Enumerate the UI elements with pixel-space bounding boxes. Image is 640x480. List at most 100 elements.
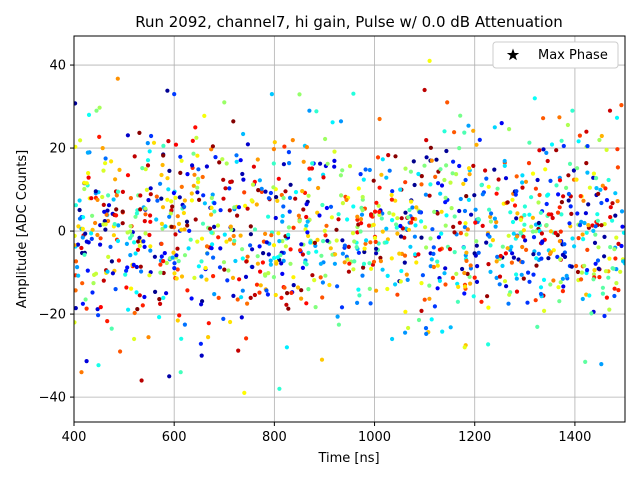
- scatter-point: [351, 204, 356, 209]
- scatter-point: [551, 278, 556, 283]
- scatter-point: [152, 254, 157, 259]
- scatter-point: [371, 178, 376, 183]
- scatter-point: [603, 269, 609, 274]
- scatter-point: [364, 238, 369, 243]
- scatter-point: [111, 233, 116, 238]
- scatter-point: [514, 216, 519, 221]
- scatter-point: [384, 175, 389, 180]
- scatter-point: [494, 275, 499, 280]
- scatter-point: [435, 259, 440, 264]
- scatter-point: [209, 195, 214, 201]
- scatter-point: [332, 261, 337, 266]
- scatter-point: [146, 335, 151, 340]
- scatter-point: [103, 227, 108, 232]
- scatter-point: [148, 213, 153, 218]
- scatter-point: [161, 143, 166, 148]
- scatter-point: [486, 262, 491, 267]
- scatter-point: [340, 251, 345, 256]
- scatter-point: [202, 113, 207, 118]
- scatter-point: [204, 277, 209, 282]
- scatter-point: [74, 259, 79, 264]
- scatter-point: [409, 220, 414, 225]
- scatter-point: [428, 145, 433, 150]
- scatter-point: [596, 266, 601, 271]
- scatter-point: [161, 259, 166, 264]
- scatter-point: [541, 116, 546, 121]
- scatter-point: [429, 158, 434, 163]
- scatter-point: [575, 166, 580, 171]
- scatter-point: [332, 158, 337, 163]
- scatter-point: [514, 289, 520, 294]
- scatter-point: [585, 247, 590, 252]
- scatter-point: [416, 171, 421, 177]
- scatter-point: [350, 231, 356, 236]
- x-axis-label: Time [ns]: [317, 451, 379, 466]
- scatter-point: [125, 173, 131, 178]
- scatter-point: [412, 234, 417, 239]
- scatter-point: [442, 177, 447, 183]
- scatter-point: [258, 283, 263, 288]
- scatter-point: [185, 172, 190, 177]
- scatter-point: [335, 284, 340, 289]
- scatter-point: [304, 223, 309, 228]
- scatter-point: [602, 254, 607, 259]
- scatter-point: [500, 263, 505, 268]
- scatter-point: [551, 248, 556, 253]
- scatter-point: [549, 142, 555, 147]
- scatter-point: [570, 236, 575, 241]
- scatter-point: [514, 276, 519, 281]
- scatter-point: [555, 254, 560, 259]
- scatter-point: [566, 191, 572, 197]
- scatter-point: [301, 207, 306, 212]
- scatter-point: [560, 289, 566, 294]
- scatter-point: [168, 211, 173, 216]
- scatter-point: [380, 229, 385, 234]
- scatter-point: [515, 211, 520, 216]
- scatter-point: [227, 208, 232, 213]
- scatter-point: [395, 216, 400, 221]
- scatter-point: [255, 261, 260, 266]
- scatter-point: [196, 176, 201, 181]
- scatter-point: [90, 290, 95, 295]
- scatter-point: [463, 177, 468, 183]
- scatter-point: [250, 264, 255, 270]
- scatter-point: [271, 161, 276, 166]
- scatter-point: [167, 168, 172, 173]
- scatter-point: [570, 108, 575, 113]
- scatter-point: [154, 217, 159, 222]
- scatter-point: [419, 174, 424, 179]
- scatter-point: [240, 288, 245, 293]
- scatter-point: [160, 162, 165, 168]
- scatter-point: [271, 147, 276, 152]
- scatter-point: [416, 252, 421, 257]
- scatter-point: [419, 182, 424, 187]
- scatter-point: [204, 164, 209, 169]
- scatter-point: [240, 171, 245, 177]
- scatter-point: [443, 223, 448, 228]
- scatter-point: [424, 138, 429, 143]
- scatter-point: [210, 242, 215, 247]
- scatter-point: [248, 224, 253, 229]
- scatter-point: [440, 329, 445, 334]
- scatter-point: [374, 251, 379, 256]
- scatter-point: [248, 243, 253, 248]
- scatter-point: [159, 172, 164, 178]
- scatter-point: [411, 159, 416, 164]
- scatter-point: [424, 155, 429, 160]
- scatter-point: [340, 238, 345, 243]
- scatter-point: [374, 288, 379, 293]
- scatter-point: [257, 178, 262, 183]
- scatter-point: [437, 247, 442, 252]
- scatter-point: [227, 237, 233, 242]
- scatter-point: [323, 233, 328, 238]
- scatter-point: [184, 219, 190, 224]
- scatter-point: [288, 261, 293, 266]
- scatter-point: [142, 294, 147, 300]
- scatter-point: [423, 192, 428, 197]
- scatter-point: [566, 173, 571, 178]
- scatter-point: [202, 201, 207, 206]
- scatter-point: [158, 270, 163, 275]
- scatter-point: [254, 202, 259, 207]
- scatter-point: [363, 241, 368, 246]
- scatter-point: [182, 253, 188, 258]
